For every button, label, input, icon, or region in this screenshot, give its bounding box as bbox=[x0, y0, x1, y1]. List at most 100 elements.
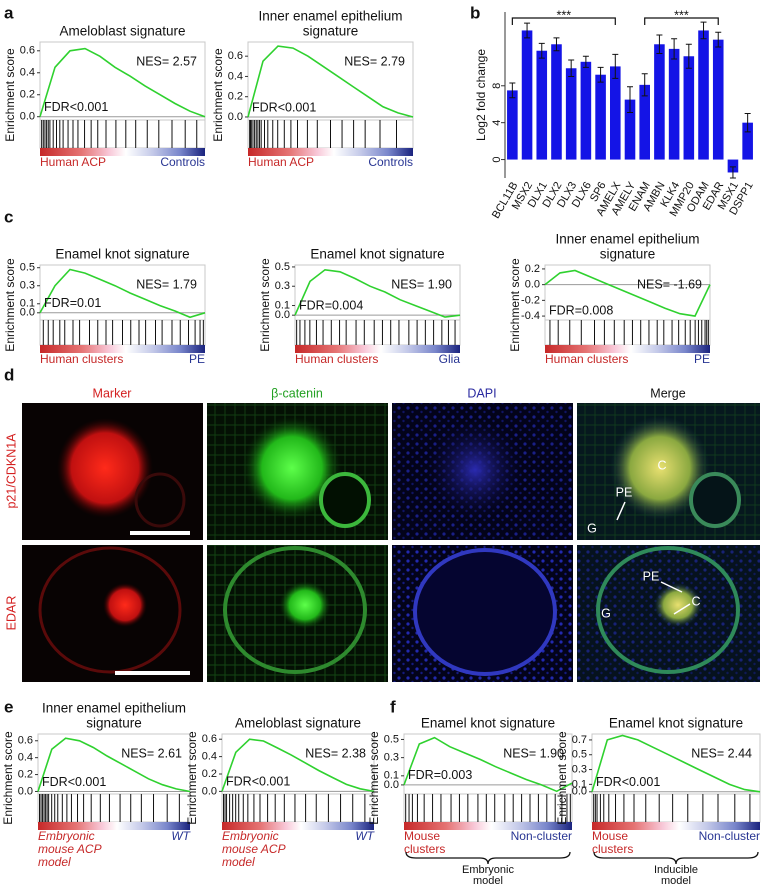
y-tick-label: -0.2 bbox=[521, 294, 540, 306]
enrichment-curve bbox=[403, 736, 573, 793]
plot-title: Enamel knot signature bbox=[55, 247, 189, 262]
y-tick-label: 0.5 bbox=[20, 262, 35, 274]
plot-title: Inner enamel epithelium bbox=[555, 232, 699, 247]
group-label: model bbox=[222, 855, 255, 869]
annotation-line bbox=[660, 581, 683, 593]
enrichment-curve bbox=[39, 268, 206, 319]
bar bbox=[668, 48, 680, 160]
group-label: Non-cluster bbox=[511, 829, 572, 843]
curve-frame bbox=[591, 733, 761, 795]
bar bbox=[639, 84, 650, 160]
y-tick-label: 0.0 bbox=[18, 785, 33, 797]
rank-colorbar bbox=[404, 822, 572, 830]
y-tick-label: 0.3 bbox=[275, 280, 290, 292]
row-label: EDAR bbox=[4, 596, 18, 631]
y-tick-label: 0.6 bbox=[202, 733, 217, 745]
enrichment-curve bbox=[247, 45, 414, 118]
fdr-label: FDR<0.001 bbox=[252, 100, 316, 114]
enrichment-curve bbox=[37, 737, 191, 793]
y-axis-label: Enrichment score bbox=[258, 258, 272, 352]
rank-colorbar bbox=[248, 148, 413, 156]
barcode-frame bbox=[39, 119, 206, 149]
y-tick-label: 0.2 bbox=[18, 768, 33, 780]
significance-label: *** bbox=[674, 8, 689, 22]
image-annotation: C bbox=[657, 458, 666, 472]
y-tick-label: 0.0 bbox=[572, 786, 587, 798]
y-tick-label: 0.2 bbox=[20, 89, 35, 101]
y-tick-label: 0.2 bbox=[202, 768, 217, 780]
error-bar bbox=[715, 31, 722, 48]
image-blob bbox=[425, 418, 525, 522]
error-bar bbox=[568, 59, 575, 78]
group-label: clusters bbox=[404, 842, 445, 856]
nes-label: NES= 1.90 bbox=[391, 277, 452, 291]
y-tick-label: 0.0 bbox=[228, 111, 243, 123]
error-bar bbox=[729, 166, 736, 179]
enrichment-curve bbox=[294, 268, 461, 318]
y-tick-label: 0.0 bbox=[275, 309, 290, 321]
y-tick-label: 0.3 bbox=[384, 752, 399, 764]
brace bbox=[593, 851, 759, 865]
rank-colorbar bbox=[38, 822, 190, 830]
curve-frame bbox=[39, 41, 206, 121]
error-bar bbox=[597, 66, 604, 83]
group-label: mouse ACP bbox=[222, 842, 286, 856]
y-tick-label: 0.5 bbox=[275, 261, 290, 273]
image-ring bbox=[596, 546, 740, 674]
image-ring bbox=[319, 472, 371, 528]
image-ring bbox=[38, 546, 182, 674]
y-tick-label: 0.4 bbox=[20, 67, 35, 79]
plot-title: Enamel knot signature bbox=[421, 716, 555, 731]
bar bbox=[551, 44, 562, 160]
brace-label: Embryonic bbox=[462, 864, 514, 876]
error-bar bbox=[553, 37, 560, 52]
row-label: p21/CDKN1A bbox=[4, 433, 18, 509]
error-bar bbox=[524, 22, 531, 39]
bar bbox=[654, 44, 665, 160]
image-annotation: G bbox=[587, 521, 597, 535]
group-label: Glia bbox=[439, 352, 461, 366]
annotation-line bbox=[616, 501, 626, 521]
barcode-frame bbox=[221, 793, 375, 823]
bar bbox=[521, 30, 533, 160]
error-bar bbox=[627, 86, 633, 114]
rank-colorbar bbox=[222, 822, 374, 830]
image-annotation: G bbox=[601, 606, 611, 620]
image-ring bbox=[134, 472, 186, 528]
enrichment-curve bbox=[221, 738, 375, 793]
image-ring bbox=[413, 548, 557, 676]
image-blob bbox=[103, 583, 147, 627]
bar bbox=[595, 74, 606, 160]
y-tick-label: 0.2 bbox=[525, 263, 540, 275]
bar bbox=[536, 50, 548, 160]
y-tick-label: 0.5 bbox=[384, 733, 399, 745]
bar bbox=[610, 66, 621, 160]
nes-label: NES= 2.38 bbox=[305, 746, 366, 760]
significance-bracket bbox=[511, 17, 616, 25]
nes-label: NES= 2.61 bbox=[121, 746, 182, 760]
error-bar bbox=[509, 82, 516, 99]
rank-colorbar bbox=[40, 148, 205, 156]
significance-label: * bbox=[731, 144, 736, 158]
nes-label: NES= -1.69 bbox=[637, 277, 702, 291]
plot-title: Enamel knot signature bbox=[310, 247, 444, 262]
bar bbox=[683, 56, 695, 160]
image-blob bbox=[610, 416, 710, 520]
barcode-frame bbox=[591, 793, 761, 823]
y-axis-label: Enrichment score bbox=[1, 731, 15, 825]
error-bar bbox=[744, 112, 751, 133]
y-tick-label: 0.0 bbox=[202, 785, 217, 797]
plot-title: Ameloblast signature bbox=[59, 24, 185, 39]
y-axis-label: Enrichment score bbox=[508, 258, 522, 352]
error-bar bbox=[538, 42, 545, 59]
significance-bracket bbox=[644, 17, 719, 25]
group-label: Human ACP bbox=[248, 155, 314, 169]
rank-colorbar bbox=[40, 345, 205, 353]
fdr-label: FDR<0.001 bbox=[42, 775, 106, 789]
fdr-label: FDR<0.001 bbox=[44, 100, 108, 114]
fdr-label: FDR<0.001 bbox=[596, 775, 660, 789]
group-label: Human clusters bbox=[545, 352, 628, 366]
fdr-label: FDR<0.001 bbox=[226, 775, 290, 789]
enrichment-curve bbox=[39, 47, 206, 118]
group-label: mouse ACP bbox=[38, 842, 102, 856]
